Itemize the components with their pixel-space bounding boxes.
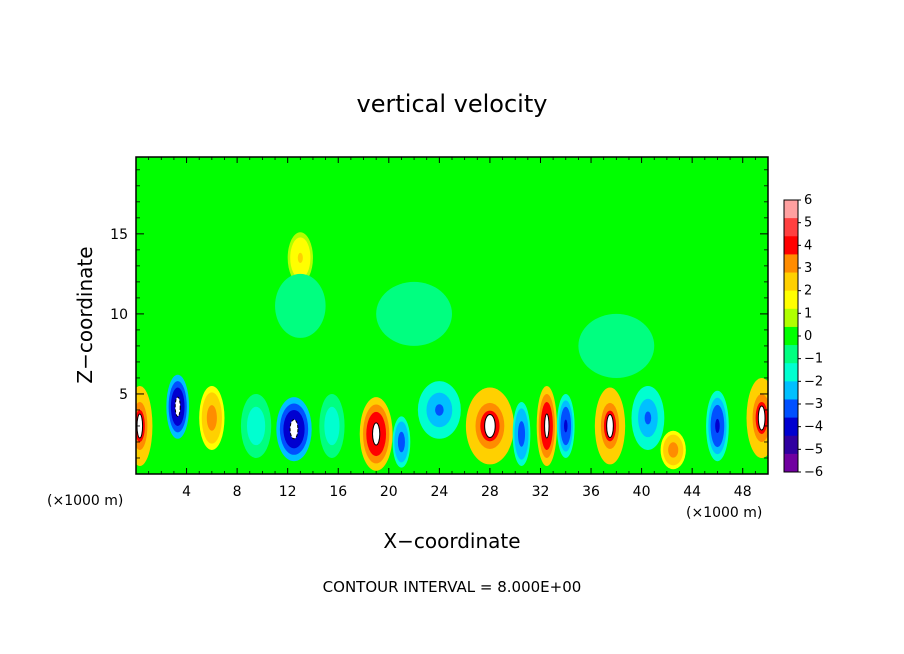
cell-core-contour (372, 422, 381, 446)
x-tick-label: 12 (279, 484, 297, 500)
colorbar-tick-label: −1 (804, 352, 823, 367)
cell-core-contour (544, 413, 550, 439)
colorbar-swatch (784, 417, 798, 437)
velocity-cell (240, 393, 272, 458)
y-axis-label: Z−coordinate (73, 246, 97, 383)
colorbar-tick-label: 5 (804, 216, 812, 231)
cell-band (209, 411, 215, 425)
cell-band (715, 418, 720, 434)
x-tick-label: 36 (582, 484, 600, 500)
colorbar-tick-label: −3 (804, 397, 823, 412)
cell-band (297, 252, 303, 263)
colorbar-swatch (784, 363, 798, 382)
x-axis-unit-left: (×1000 m) (47, 493, 123, 509)
x-tick-label: 32 (532, 484, 550, 500)
velocity-cell (376, 281, 452, 346)
colorbar-tick-label: 2 (804, 284, 812, 299)
velocity-cell (392, 416, 411, 468)
cell-band (644, 411, 652, 425)
plot-field (136, 157, 768, 474)
colorbar-tick-label: 4 (804, 238, 812, 253)
colorbar-tick-label: 0 (804, 329, 812, 344)
colorbar-swatch (784, 272, 798, 292)
colorbar-tick-label: 1 (804, 306, 812, 321)
colorbar-tick-label: 6 (804, 193, 812, 208)
colorbar-swatch (784, 381, 798, 400)
colorbar-swatch (784, 453, 798, 473)
velocity-cell (578, 313, 655, 378)
x-tick-label: 40 (633, 484, 651, 500)
colorbar-swatch (784, 254, 798, 274)
velocity-cells (136, 232, 768, 471)
cell-core-contour (484, 413, 496, 438)
velocity-cell (287, 232, 313, 284)
colorbar-swatch (784, 326, 798, 346)
x-axis-label: X−coordinate (383, 529, 520, 553)
x-axis-ticks: 4 8 12 16 20 24 28 32 36 40 44 48 (148, 157, 756, 500)
velocity-cell (276, 397, 312, 462)
x-tick-label: 8 (233, 484, 242, 500)
x-axis-unit-right: (×1000 m) (686, 505, 762, 521)
velocity-cell (631, 385, 665, 450)
colorbar-labels: 6 5 4 3 2 1 0 −1 −2 −3 −4 −5 −6 (798, 193, 823, 480)
x-tick-label: 4 (182, 484, 191, 500)
velocity-cell (199, 385, 225, 450)
cell-band (253, 419, 260, 433)
colorbar (783, 199, 799, 473)
cell-core-contour (174, 396, 181, 417)
colorbar-swatch (784, 290, 798, 310)
colorbar-tick-label: −4 (804, 420, 823, 435)
velocity-cell (556, 393, 575, 458)
velocity-cell (594, 387, 626, 465)
colorbar-tick-label: −6 (804, 465, 823, 480)
velocity-cell (512, 401, 531, 466)
velocity-cell (536, 385, 557, 466)
velocity-cell (319, 393, 345, 458)
colorbar-swatch (784, 435, 798, 455)
cell-band (519, 427, 524, 441)
cell-core-contour (289, 419, 299, 440)
colorbar-swatch (784, 236, 798, 255)
colorbar-tick-label: −2 (804, 374, 823, 389)
x-tick-label: 28 (481, 484, 499, 500)
velocity-cell (706, 390, 729, 462)
cell-band (670, 446, 676, 454)
x-tick-label: 44 (683, 484, 701, 500)
cell-core-contour (757, 405, 766, 431)
velocity-cell (166, 374, 190, 439)
cell-band (406, 307, 422, 321)
velocity-cell (660, 430, 686, 470)
velocity-cell (746, 377, 768, 458)
colorbar-swatch (784, 345, 798, 364)
colorbar-tick-label: 3 (804, 261, 812, 276)
y-axis-ticks: 5 10 15 (110, 169, 768, 459)
y-tick-label: 15 (110, 227, 128, 243)
cell-band (295, 299, 306, 313)
colorbar-swatch (784, 218, 798, 237)
cell-band (563, 419, 568, 433)
y-tick-label: 10 (110, 307, 128, 323)
cell-band (399, 436, 404, 448)
colorbar-swatch (784, 399, 798, 419)
contour-interval-note: CONTOUR INTERVAL = 8.000E+00 (323, 578, 582, 596)
cell-band (435, 404, 444, 416)
y-tick-label: 5 (119, 387, 128, 403)
chart-title: vertical velocity (357, 90, 548, 118)
colorbar-swatch (784, 308, 798, 328)
x-tick-label: 16 (329, 484, 347, 500)
velocity-cell (359, 397, 393, 471)
velocity-cell (465, 387, 514, 465)
x-tick-label: 20 (380, 484, 398, 500)
x-tick-label: 24 (430, 484, 448, 500)
colorbar-swatch (784, 200, 798, 219)
velocity-cell (417, 381, 461, 439)
cell-band (608, 339, 624, 353)
cell-core-contour (606, 413, 614, 438)
velocity-cell (275, 273, 326, 338)
colorbar-tick-label: −5 (804, 442, 823, 457)
cell-band (329, 419, 335, 433)
x-tick-label: 48 (734, 484, 752, 500)
